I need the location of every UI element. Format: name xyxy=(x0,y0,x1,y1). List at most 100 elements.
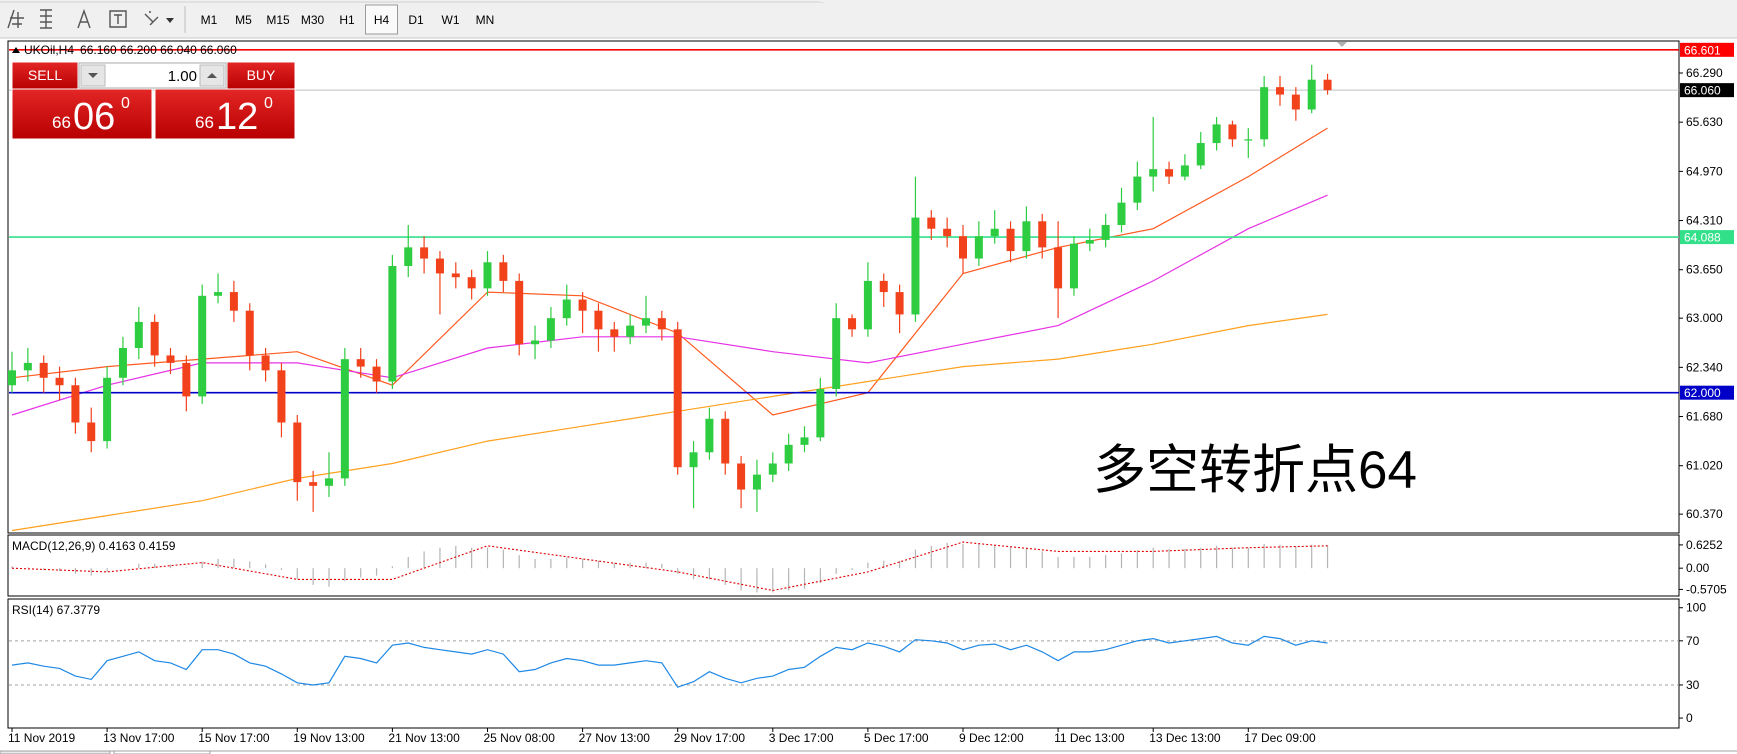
timeframe-button[interactable]: M30 xyxy=(301,13,325,27)
arrows-tool[interactable] xyxy=(144,11,159,26)
timeframe-button[interactable]: H1 xyxy=(339,13,355,27)
dropdown-arrow[interactable] xyxy=(166,18,174,23)
tab[interactable] xyxy=(113,750,211,754)
candle-body xyxy=(8,370,16,386)
y-tick-label: 30 xyxy=(1686,678,1700,692)
timeframe-button[interactable]: M5 xyxy=(235,13,252,27)
fibo-tool[interactable] xyxy=(40,9,52,29)
timeframe-button[interactable]: D1 xyxy=(408,13,424,27)
candle-body xyxy=(229,292,238,311)
timeframe-button[interactable]: M15 xyxy=(266,13,290,27)
y-tick-label: 0.6252 xyxy=(1686,538,1723,552)
candle-body xyxy=(594,310,603,330)
candle-body xyxy=(103,377,112,442)
candle-body xyxy=(245,310,254,356)
sell-button[interactable] xyxy=(11,61,79,90)
shift-marker xyxy=(1337,42,1347,47)
bid-box[interactable] xyxy=(11,88,153,140)
price-tag-label: 66.060 xyxy=(1684,84,1721,98)
plot: 60.370 61.020 61.680 62.340 63.000 63.650 64.3… xyxy=(8,42,1734,745)
candle-body xyxy=(150,321,159,356)
candle-body xyxy=(990,228,999,237)
candle-body xyxy=(737,463,746,490)
tab[interactable] xyxy=(0,750,111,754)
candle-body xyxy=(372,366,381,382)
candle-body xyxy=(752,474,761,490)
candle-body xyxy=(277,370,286,423)
toolbar-edge xyxy=(820,0,1737,2)
ohlc-readout: 66.160 66.200 66.040 66.060 xyxy=(80,43,237,57)
candle-body xyxy=(721,418,730,464)
timeframe-button[interactable]: M1 xyxy=(201,13,218,27)
candle-body xyxy=(863,280,872,330)
candle-body xyxy=(848,318,857,330)
x-tick-label: 25 Nov 08:00 xyxy=(484,731,556,745)
candle-body xyxy=(895,292,904,315)
chart-header: UKOil,H4 66.160 66.200 66.040 66.060 xyxy=(24,43,237,57)
candle-body xyxy=(927,217,936,229)
rsi-panel xyxy=(7,598,1680,729)
crosshair-tool[interactable] xyxy=(7,9,24,29)
candle-body xyxy=(182,362,191,397)
timeframe-button[interactable]: H4 xyxy=(374,13,390,27)
candle-body xyxy=(134,321,143,348)
candle-body xyxy=(657,318,666,330)
down-arrow xyxy=(88,73,98,78)
price-tag xyxy=(1680,385,1734,400)
y-tick-label: 100 xyxy=(1686,601,1706,615)
x-tick-label: 29 Nov 17:00 xyxy=(674,731,746,745)
candle-body xyxy=(531,340,540,345)
annotation: 多空转折点64 xyxy=(1093,441,1417,500)
candle-body xyxy=(705,418,714,453)
toolbar xyxy=(0,0,1737,38)
chart-title: UKOil,H4 xyxy=(24,43,74,57)
y-tick-label: 64.310 xyxy=(1686,214,1723,228)
candle-body xyxy=(1069,243,1078,289)
bid-big: 66 xyxy=(52,113,71,132)
candle-body xyxy=(578,299,587,311)
timeframe-button[interactable]: MN xyxy=(476,13,495,27)
candle-body xyxy=(562,299,571,319)
buy-label: BUY xyxy=(247,67,276,83)
candle-body xyxy=(166,355,175,363)
x-tick-label: 13 Nov 17:00 xyxy=(103,731,175,745)
candle-body xyxy=(1180,165,1189,177)
x-tick-label: 19 Nov 13:00 xyxy=(293,731,365,745)
label-tool[interactable] xyxy=(109,10,127,28)
candle-body xyxy=(293,422,302,483)
y-tick-label: 65.630 xyxy=(1686,115,1723,129)
price-tag xyxy=(1680,230,1734,245)
macd-title: MACD(12,26,9) 0.4163 0.4159 xyxy=(12,539,176,553)
candle-body xyxy=(1291,94,1300,110)
candle-body xyxy=(610,329,619,337)
text-tool[interactable] xyxy=(77,8,91,29)
candle-body xyxy=(1038,221,1047,248)
candle-body xyxy=(309,482,318,486)
candle-body xyxy=(832,318,841,389)
candle-body xyxy=(1307,79,1316,110)
candle-body xyxy=(1117,202,1126,226)
candle-body xyxy=(118,347,127,378)
y-tick-label: 62.340 xyxy=(1686,360,1723,374)
ask-box[interactable] xyxy=(154,88,296,140)
x-tick-label: 5 Dec 17:00 xyxy=(864,731,929,745)
macd-panel xyxy=(7,534,1680,597)
active-timeframe xyxy=(365,4,398,35)
y-tick-label: 63.000 xyxy=(1686,311,1723,325)
lot-value: 1.00 xyxy=(168,68,197,85)
y-tick-label: 66.290 xyxy=(1686,66,1723,80)
collapse-icon[interactable] xyxy=(12,47,20,53)
candle-body xyxy=(1244,139,1253,141)
candle-body xyxy=(467,277,476,289)
timeframe-bar: M1 M5 M15 M30 H1 H4 D1 W1 MN xyxy=(201,4,495,35)
price-tag-label: 64.088 xyxy=(1684,231,1721,245)
y-tick-label: 0.00 xyxy=(1686,561,1710,575)
candle-body xyxy=(800,437,809,445)
timeframe-button[interactable]: W1 xyxy=(442,13,460,27)
candle-body xyxy=(1101,225,1110,240)
price-tag xyxy=(1680,42,1734,57)
y-tick-label: 61.680 xyxy=(1686,410,1723,424)
buy-button[interactable] xyxy=(226,61,296,90)
candle-body xyxy=(261,355,270,371)
